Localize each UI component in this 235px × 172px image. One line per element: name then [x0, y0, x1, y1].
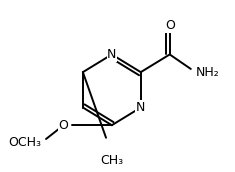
- Text: NH₂: NH₂: [196, 66, 219, 79]
- Text: O: O: [59, 119, 69, 132]
- Text: OCH₃: OCH₃: [8, 136, 41, 149]
- Text: N: N: [136, 101, 145, 114]
- Text: O: O: [165, 19, 175, 32]
- Text: N: N: [107, 48, 117, 61]
- Text: CH₃: CH₃: [100, 154, 123, 167]
